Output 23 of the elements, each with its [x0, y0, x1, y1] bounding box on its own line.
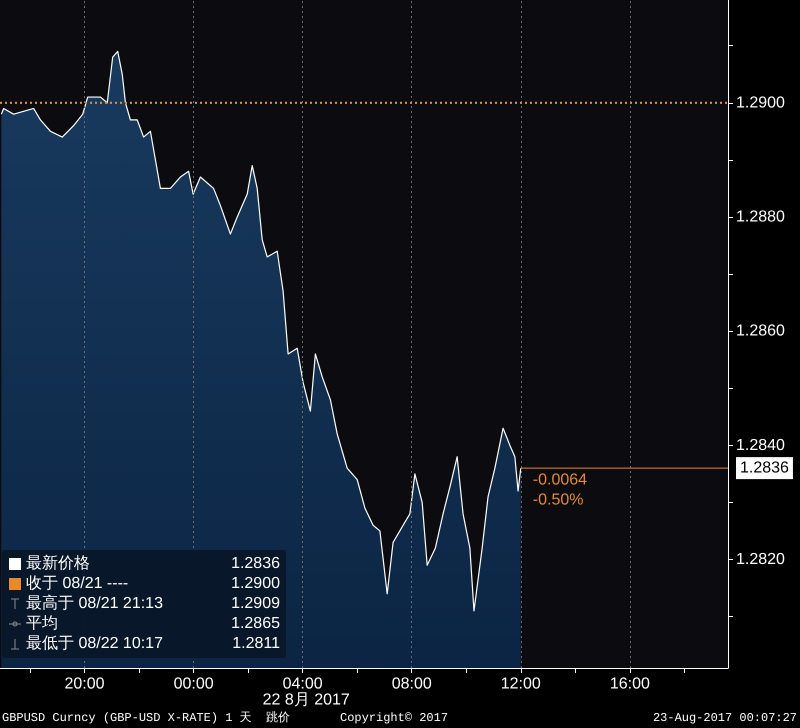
y-tick-label: 1.2840: [736, 436, 786, 454]
x-tick-label: 00:00: [174, 676, 214, 692]
annotation: -0.0064: [532, 472, 588, 489]
text: 最新价格 1.2836: [26, 555, 280, 572]
text: 平均 1.2865: [26, 615, 280, 632]
y-tick-label: 1.2860: [736, 322, 786, 340]
annotation: -0.50%: [532, 492, 584, 509]
y-tick-label: 1.2820: [736, 551, 786, 568]
x-tick-label: 08:00: [392, 676, 432, 692]
x-tick-label: 20:00: [64, 676, 105, 692]
text: GBPUSD Curncy (GBP-USD X-RATE) 1 天 跳价: [2, 711, 290, 725]
text: 最高于 08/21 21:13 1.2909: [26, 595, 280, 612]
x-tick-label: 16:00: [610, 676, 650, 692]
text: Copyright© 2017: [340, 711, 448, 725]
x-axis-title: 22 8月 2017: [262, 692, 350, 708]
text: 收于 08/21 ---- 1.2900: [26, 575, 280, 592]
x-tick-label: 04:00: [282, 676, 323, 692]
text: 23-Aug-2017 00:07:27: [652, 711, 797, 725]
x-tick-label: 12:00: [500, 676, 541, 692]
y-tick-label: 1.2900: [736, 94, 786, 112]
ref-line-label: 1.2836: [740, 460, 790, 477]
y-tick-label: 1.2880: [736, 208, 786, 226]
text: 最低于 08/22 10:17 1.2811: [26, 635, 280, 652]
